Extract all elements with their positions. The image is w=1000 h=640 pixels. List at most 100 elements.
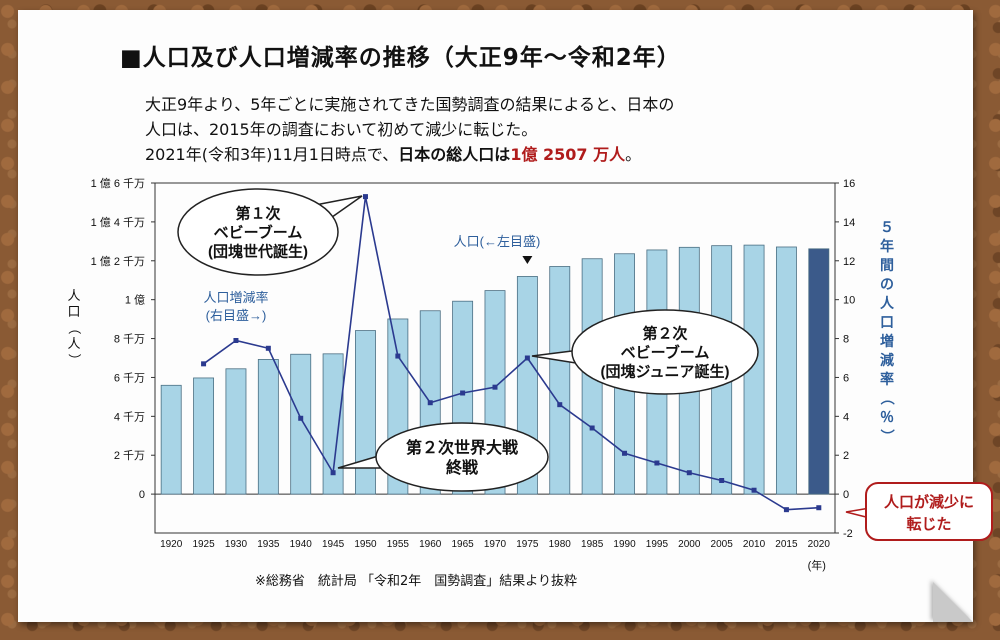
y-right-axis-label-char: 年 xyxy=(880,238,894,254)
page-curl xyxy=(933,582,973,622)
growth-rate-point xyxy=(298,415,304,421)
legend-rate-line2: (右目盛→) xyxy=(206,308,267,323)
legend-population: 人口(←左目盛) xyxy=(454,234,541,249)
growth-rate-point xyxy=(589,425,595,431)
callout-baby-boom-1-text: (団塊世代誕生) xyxy=(208,242,308,260)
x-tick-label: 1965 xyxy=(451,539,474,550)
population-bar xyxy=(549,266,571,495)
plot-frame xyxy=(154,182,836,534)
x-tick-label: 1985 xyxy=(581,539,604,550)
callout-decline-text: 人口が減少に xyxy=(884,493,974,511)
callout-decline-box xyxy=(865,482,993,541)
population-bar xyxy=(355,330,376,495)
growth-rate-point xyxy=(233,338,239,343)
x-tick-label: 1945 xyxy=(322,539,345,550)
x-tick-label: 1920 xyxy=(160,539,183,550)
y-right-axis-label-char: 減 xyxy=(880,352,894,368)
page-title: ■人口及び人口増減率の推移（大正9年～令和2年） xyxy=(120,45,681,71)
y-right-axis-label-char: ） xyxy=(879,429,895,443)
y-right-axis-label-char: ５ xyxy=(880,219,894,235)
y-left-tick-label: 4 千万 xyxy=(114,410,145,423)
y-right-tick-label: 0 xyxy=(843,489,849,501)
y-right-axis-label-char: 増 xyxy=(880,333,894,349)
growth-rate-point xyxy=(719,478,725,483)
population-bar xyxy=(193,377,215,495)
x-tick-label: 1990 xyxy=(613,539,636,550)
population-bar xyxy=(775,246,797,495)
growth-rate-point xyxy=(686,470,692,476)
x-unit-label: (年) xyxy=(808,558,826,572)
growth-rate-point xyxy=(492,384,498,390)
y-right-tick-label: 14 xyxy=(843,217,855,229)
y-left-tick-label: 1 億 xyxy=(125,294,145,307)
y-right-tick-label: 6 xyxy=(843,372,849,384)
source-note: ※総務省 統計局 「令和2年 国勢調査」結果より抜粋 xyxy=(255,574,578,589)
population-bar xyxy=(290,353,312,495)
y-right-tick-label: 8 xyxy=(843,334,849,346)
growth-rate-point xyxy=(557,402,563,408)
description-line-2: 人口は、2015年の調査において初めて減少に転じた。 xyxy=(145,120,538,139)
callout-war-end-bubble xyxy=(375,422,549,492)
x-tick-label: 1960 xyxy=(419,539,442,550)
x-tick-label: 2005 xyxy=(711,539,734,550)
growth-rate-point xyxy=(622,450,628,456)
y-right-axis-label-char: の xyxy=(880,276,894,292)
callout-baby-boom-2-text: 第２次 xyxy=(642,324,687,342)
y-left-tick-label: 1 億 6 千万 xyxy=(91,177,145,190)
x-tick-label: 1935 xyxy=(257,539,280,550)
callout-baby-boom-1-text: 第１次 xyxy=(235,204,280,222)
description-total-label: 日本の総人口は xyxy=(398,145,511,164)
growth-rate-line xyxy=(203,196,819,511)
y-right-axis-label-char: ％ xyxy=(880,409,894,425)
growth-rate-point xyxy=(265,345,271,351)
population-bar xyxy=(160,384,182,495)
growth-rate-point xyxy=(362,194,368,200)
x-tick-label: 2020 xyxy=(808,539,831,550)
description-line-1: 大正9年より、5年ごとに実施されてきた国勢調査の結果によると、日本の xyxy=(145,95,675,114)
y-right-tick-label: 16 xyxy=(843,178,855,190)
growth-rate-point xyxy=(524,355,530,361)
y-left-tick-label: 1 億 4 千万 xyxy=(91,216,145,229)
y-right-tick-label: -2 xyxy=(843,528,853,540)
y-right-axis-label-char: 率 xyxy=(880,371,894,387)
y-left-axis-label-char: （ xyxy=(67,321,82,334)
legend-rate-line1: 人口増減率 xyxy=(203,290,268,305)
x-tick-label: 1940 xyxy=(290,539,313,550)
population-bar xyxy=(808,248,830,495)
callout-war-end-text: 終戦 xyxy=(446,458,479,477)
growth-rate-point xyxy=(816,505,822,511)
y-left-tick-label: 0 xyxy=(139,489,145,501)
x-tick-label: 1955 xyxy=(387,539,410,550)
callout-baby-boom-2-text: ベビーブーム xyxy=(621,343,710,361)
y-right-axis-label-char: （ xyxy=(879,391,895,405)
description: 大正9年より、5年ごとに実施されてきた国勢調査の結果によると、日本の 人口は、2… xyxy=(145,92,674,167)
x-tick-label: 2010 xyxy=(743,539,766,550)
description-line-3: 2021年(令和3年)11月1日時点で、日本の総人口は1億 2507 万人。 xyxy=(145,142,674,167)
callout-baby-boom-1-text: ベビーブーム xyxy=(214,223,303,241)
y-left-tick-label: 6 千万 xyxy=(114,371,145,384)
y-left-tick-label: 2 千万 xyxy=(114,449,145,462)
y-left-axis-label-char: 人 xyxy=(67,288,80,303)
growth-rate-point xyxy=(427,400,433,406)
y-right-tick-label: 4 xyxy=(843,411,849,423)
callout-war-end-tail-mask xyxy=(390,451,398,469)
growth-rate-point xyxy=(783,507,789,513)
population-bar xyxy=(322,353,344,495)
growth-rate-point xyxy=(201,361,207,367)
x-tick-label: 1975 xyxy=(516,539,539,550)
y-right-tick-label: 2 xyxy=(843,450,849,462)
x-tick-label: 2000 xyxy=(678,539,701,550)
y-right-axis-label-char: 口 xyxy=(880,314,894,330)
x-tick-label: 1995 xyxy=(646,539,669,550)
x-tick-label: 1925 xyxy=(192,539,215,550)
population-bar xyxy=(225,368,247,495)
growth-rate-point xyxy=(751,487,757,493)
population-marker-arrow xyxy=(522,256,533,264)
growth-rate-point xyxy=(460,390,466,396)
callout-war-end-text: 第２次世界大戦 xyxy=(406,438,519,457)
x-tick-label: 1980 xyxy=(549,539,572,550)
description-total-value: 1億 2507 万人 xyxy=(510,145,626,164)
population-bar xyxy=(257,359,279,495)
callout-baby-boom-1-tail-mask xyxy=(308,204,327,224)
